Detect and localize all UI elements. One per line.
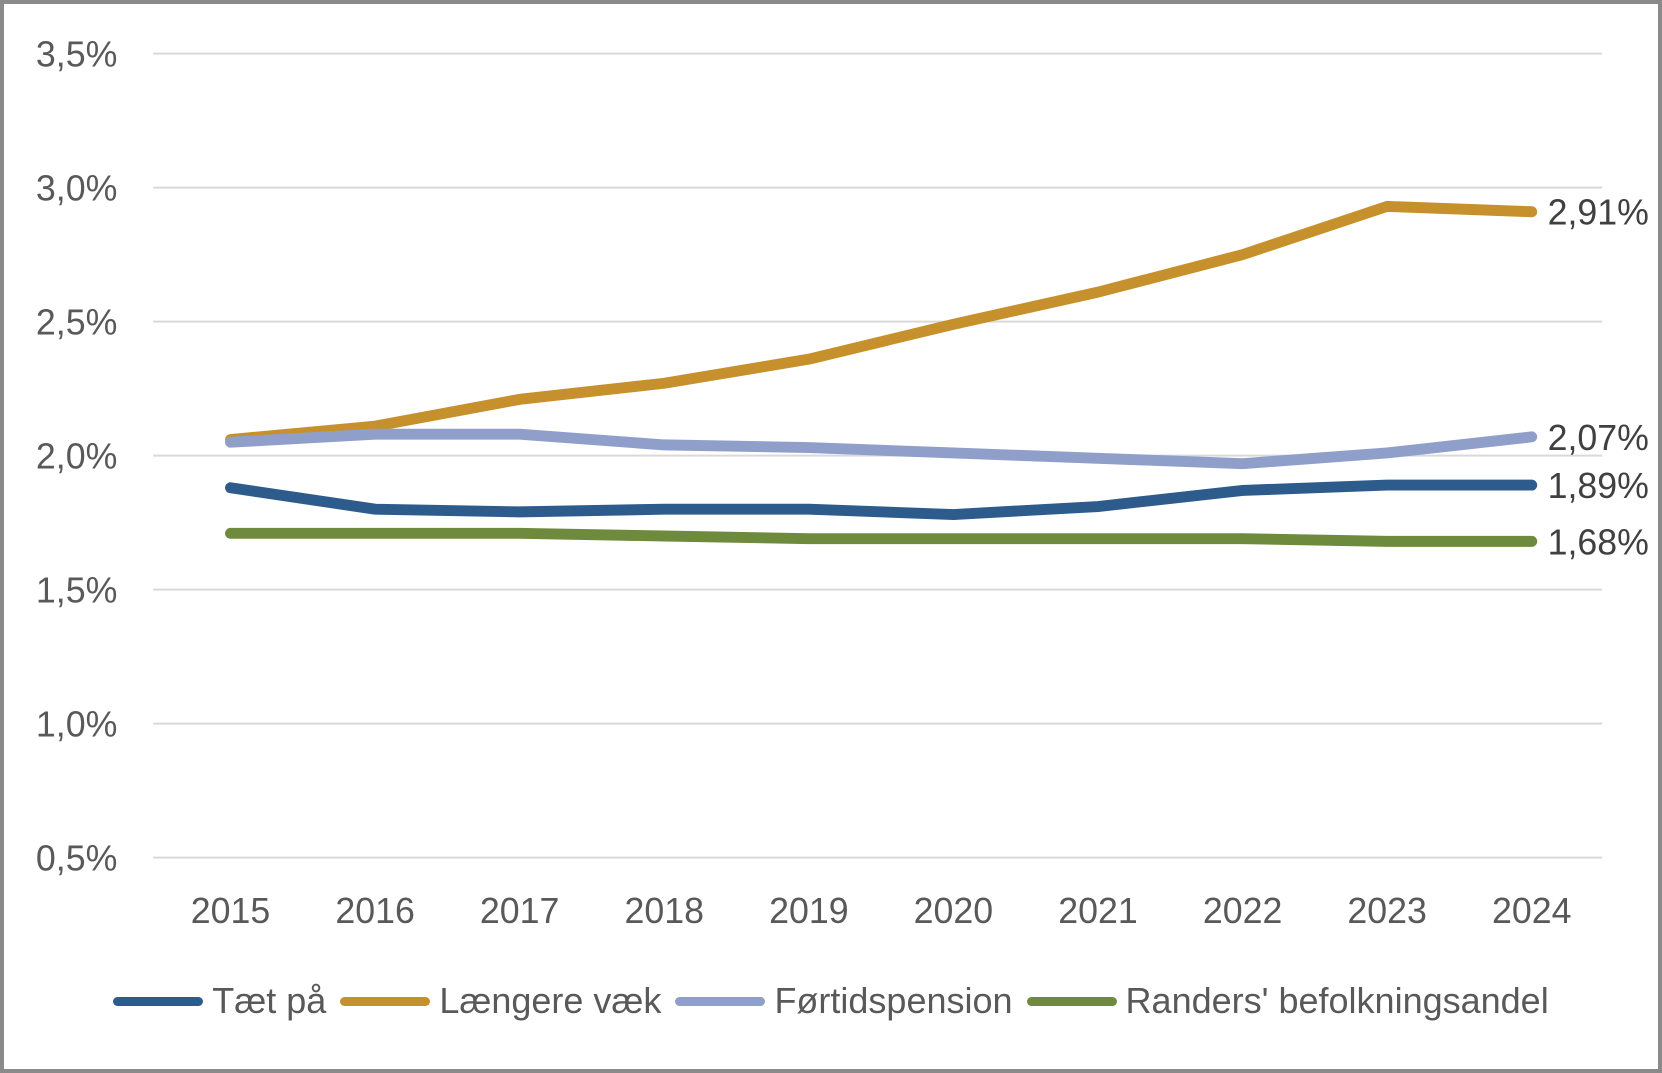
y-axis-labels: 3,5% 3,0% 2,5% 2,0% 1,5% 1,0% 0,5%: [36, 35, 117, 879]
series-line-randers-befolkningsandel: [225, 527, 1538, 547]
series-end-label-randers-befolkningsandel: 1,68%: [1548, 522, 1649, 562]
legend-label: Førtidspension: [774, 980, 1013, 1021]
series-end-labels: 1,89% 2,91% 2,07% 1,68%: [1548, 193, 1649, 563]
legend-swatch-t-t-p: [113, 996, 204, 1006]
y-axis-tick-label: 0,5%: [36, 838, 117, 878]
x-axis-tick-label: 2015: [191, 891, 270, 931]
series-end-label-f-rtidspension: 2,07%: [1548, 418, 1649, 458]
legend-item-t-t-p: Tæt på: [113, 980, 326, 1022]
y-axis-tick-label: 1,0%: [36, 704, 117, 744]
legend-swatch-randers-befolkningsandel: [1026, 996, 1117, 1006]
series-line-t-t-p: [225, 479, 1538, 521]
series-lines: [225, 200, 1538, 547]
legend-label: Længere væk: [439, 980, 662, 1021]
legend-swatch-l-ngere-v-k: [340, 996, 431, 1006]
x-axis-tick-label: 2022: [1203, 891, 1282, 931]
x-axis-tick-label: 2019: [769, 891, 848, 931]
series-end-label-l-ngere-v-k: 2,91%: [1548, 193, 1649, 233]
y-axis-tick-label: 2,0%: [36, 437, 117, 477]
chart-legend: Tæt på Længere væk Førtidspension Randers' …: [4, 980, 1658, 1022]
x-axis-tick-label: 2021: [1058, 891, 1137, 931]
legend-item-f-rtidspension: Førtidspension: [675, 980, 1013, 1022]
y-axis-tick-label: 2,5%: [36, 303, 117, 343]
legend-swatch-f-rtidspension: [675, 996, 766, 1006]
y-axis-tick-label: 3,0%: [36, 169, 117, 209]
legend-label: Randers' befolkningsandel: [1125, 980, 1549, 1021]
x-axis-tick-label: 2023: [1347, 891, 1426, 931]
gridlines: [153, 52, 1603, 859]
series-line-f-rtidspension: [225, 428, 1538, 470]
x-axis-tick-label: 2024: [1492, 891, 1571, 931]
series-end-label-t-t-p: 1,89%: [1548, 466, 1649, 506]
x-axis-tick-label: 2017: [480, 891, 559, 931]
x-axis-tick-label: 2018: [625, 891, 704, 931]
x-axis-tick-label: 2016: [335, 891, 414, 931]
x-axis-tick-label: 2020: [914, 891, 993, 931]
legend-item-l-ngere-v-k: Længere væk: [340, 980, 661, 1022]
legend-label: Tæt på: [212, 980, 327, 1021]
legend-item-randers-befolkningsandel: Randers' befolkningsandel: [1026, 980, 1549, 1022]
y-axis-tick-label: 3,5%: [36, 35, 117, 75]
x-axis-labels: 2015 2016 2017 2018 2019 2020 2021 2022 2023 2024: [191, 891, 1572, 931]
line-chart-canvas: 3,5% 3,0% 2,5% 2,0% 1,5% 1,0% 0,5% 2015 2016 2017…: [36, 35, 1649, 932]
series-line-l-ngere-v-k: [225, 200, 1538, 445]
y-axis-tick-label: 1,5%: [36, 571, 117, 611]
